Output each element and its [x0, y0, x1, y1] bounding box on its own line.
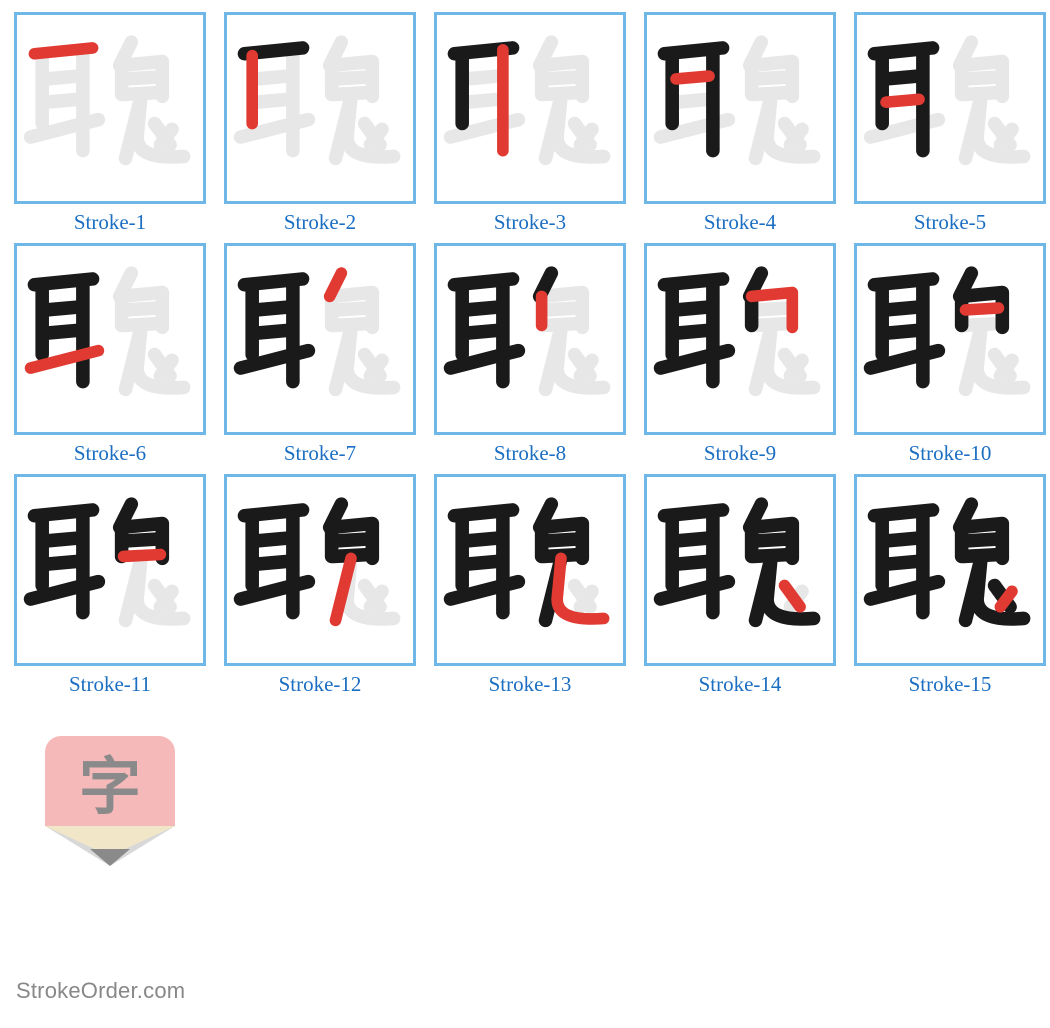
stroke-tile-1 — [14, 12, 206, 204]
stroke-label-8: Stroke-8 — [494, 441, 566, 466]
stroke-label-14: Stroke-14 — [699, 672, 782, 697]
stroke-cell-13: Stroke-13 — [432, 474, 628, 697]
stroke-label-5: Stroke-5 — [914, 210, 986, 235]
stroke-tile-12 — [224, 474, 416, 666]
empty-cell — [432, 705, 628, 928]
stroke-label-3: Stroke-3 — [494, 210, 566, 235]
logo-pencil-lead — [90, 849, 130, 866]
stroke-cell-11: Stroke-11 — [12, 474, 208, 697]
stroke-cell-1: Stroke-1 — [12, 12, 208, 235]
stroke-tile-8 — [434, 243, 626, 435]
stroke-tile-11 — [14, 474, 206, 666]
stroke-label-1: Stroke-1 — [74, 210, 146, 235]
stroke-order-grid: Stroke-1 Stroke-2 Stroke-3 Stroke-4 Stroke-5… — [12, 12, 1038, 928]
site-logo: 字 — [45, 724, 175, 879]
stroke-tile-15 — [854, 474, 1046, 666]
stroke-tile-4 — [644, 12, 836, 204]
stroke-cell-5: Stroke-5 — [852, 12, 1048, 235]
stroke-label-10: Stroke-10 — [909, 441, 992, 466]
stroke-cell-9: Stroke-9 — [642, 243, 838, 466]
stroke-tile-5 — [854, 12, 1046, 204]
empty-cell — [852, 705, 1048, 928]
watermark: StrokeOrder.com — [16, 978, 185, 1004]
stroke-cell-10: Stroke-10 — [852, 243, 1048, 466]
stroke-cell-4: Stroke-4 — [642, 12, 838, 235]
stroke-label-13: Stroke-13 — [489, 672, 572, 697]
stroke-cell-15: Stroke-15 — [852, 474, 1048, 697]
logo-glyph: 字 — [45, 736, 175, 826]
stroke-cell-3: Stroke-3 — [432, 12, 628, 235]
stroke-label-2: Stroke-2 — [284, 210, 356, 235]
stroke-tile-13 — [434, 474, 626, 666]
stroke-cell-7: Stroke-7 — [222, 243, 418, 466]
stroke-cell-2: Stroke-2 — [222, 12, 418, 235]
stroke-label-15: Stroke-15 — [909, 672, 992, 697]
stroke-label-7: Stroke-7 — [284, 441, 356, 466]
stroke-cell-14: Stroke-14 — [642, 474, 838, 697]
stroke-label-12: Stroke-12 — [279, 672, 362, 697]
stroke-tile-7 — [224, 243, 416, 435]
stroke-label-6: Stroke-6 — [74, 441, 146, 466]
stroke-tile-9 — [644, 243, 836, 435]
stroke-label-4: Stroke-4 — [704, 210, 776, 235]
stroke-cell-6: Stroke-6 — [12, 243, 208, 466]
logo-tile: 字 — [14, 705, 206, 897]
stroke-label-9: Stroke-9 — [704, 441, 776, 466]
stroke-tile-10 — [854, 243, 1046, 435]
empty-cell — [642, 705, 838, 928]
stroke-tile-14 — [644, 474, 836, 666]
stroke-cell-8: Stroke-8 — [432, 243, 628, 466]
stroke-tile-3 — [434, 12, 626, 204]
stroke-tile-2 — [224, 12, 416, 204]
empty-cell — [222, 705, 418, 928]
stroke-cell-12: Stroke-12 — [222, 474, 418, 697]
stroke-label-11: Stroke-11 — [69, 672, 151, 697]
stroke-tile-6 — [14, 243, 206, 435]
logo-cell: 字 . — [12, 705, 208, 928]
